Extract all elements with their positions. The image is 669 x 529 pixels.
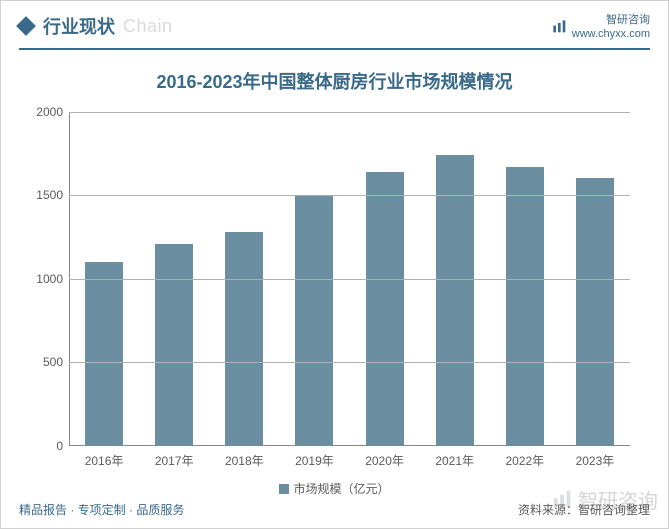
- section-label: 行业现状: [43, 13, 115, 39]
- brand-icon: [552, 19, 568, 35]
- bar: [85, 262, 123, 446]
- y-tick-label: 1000: [36, 272, 63, 286]
- y-tick-label: 0: [56, 439, 63, 453]
- bar: [506, 167, 544, 446]
- diamond-icon: [16, 16, 36, 36]
- legend-label: 市场规模（亿元）: [293, 480, 389, 497]
- gridline: [69, 362, 630, 363]
- chart-title: 2016-2023年中国整体厨房行业市场规模情况: [19, 68, 650, 94]
- x-tick-label: 2020年: [365, 452, 404, 469]
- y-tick-label: 500: [43, 355, 63, 369]
- y-tick-label: 2000: [36, 105, 63, 119]
- footer: 精品报告 · 专项定制 · 品质服务 资料来源：智研咨询整理: [19, 501, 650, 518]
- y-tick-label: 1500: [36, 188, 63, 202]
- header: 行业现状 Chain 智研咨询 www.chyxx.com: [19, 13, 650, 42]
- chart-area: 2016年 2017年 2018年 2019年 2020年 2021年 2022年 2023年…: [29, 102, 640, 474]
- gridline: [69, 279, 630, 280]
- x-tick-label: 2016年: [85, 452, 124, 469]
- brand-name: 智研咨询: [572, 13, 650, 27]
- brand-block: 智研咨询 www.chyxx.com: [552, 13, 650, 42]
- footer-source: 资料来源：智研咨询整理: [518, 501, 650, 518]
- bar: [295, 195, 333, 446]
- brand-url: www.chyxx.com: [572, 27, 650, 41]
- bar: [366, 172, 404, 446]
- gridline: [69, 195, 630, 196]
- x-tick-label: 2017年: [155, 452, 194, 469]
- legend-swatch: [279, 484, 289, 494]
- x-tick-label: 2018年: [225, 452, 264, 469]
- bar: [225, 232, 263, 446]
- ghost-subtitle: Chain: [123, 16, 173, 37]
- section-heading: 行业现状 Chain: [19, 13, 173, 39]
- bar: [155, 244, 193, 446]
- plot: 2016年2017年2018年2019年2020年2021年2022年2023年…: [69, 112, 630, 446]
- footer-tagline: 精品报告 · 专项定制 · 品质服务: [19, 501, 184, 518]
- gridline: [69, 112, 630, 113]
- bar: [576, 178, 614, 446]
- bar: [436, 155, 474, 446]
- x-tick-label: 2021年: [435, 452, 474, 469]
- x-tick-label: 2019年: [295, 452, 334, 469]
- report-card: 行业现状 Chain 智研咨询 www.chyxx.com 2016-2023年…: [0, 0, 669, 529]
- x-tick-label: 2022年: [505, 452, 544, 469]
- x-tick-label: 2023年: [576, 452, 615, 469]
- header-rule: [19, 48, 650, 50]
